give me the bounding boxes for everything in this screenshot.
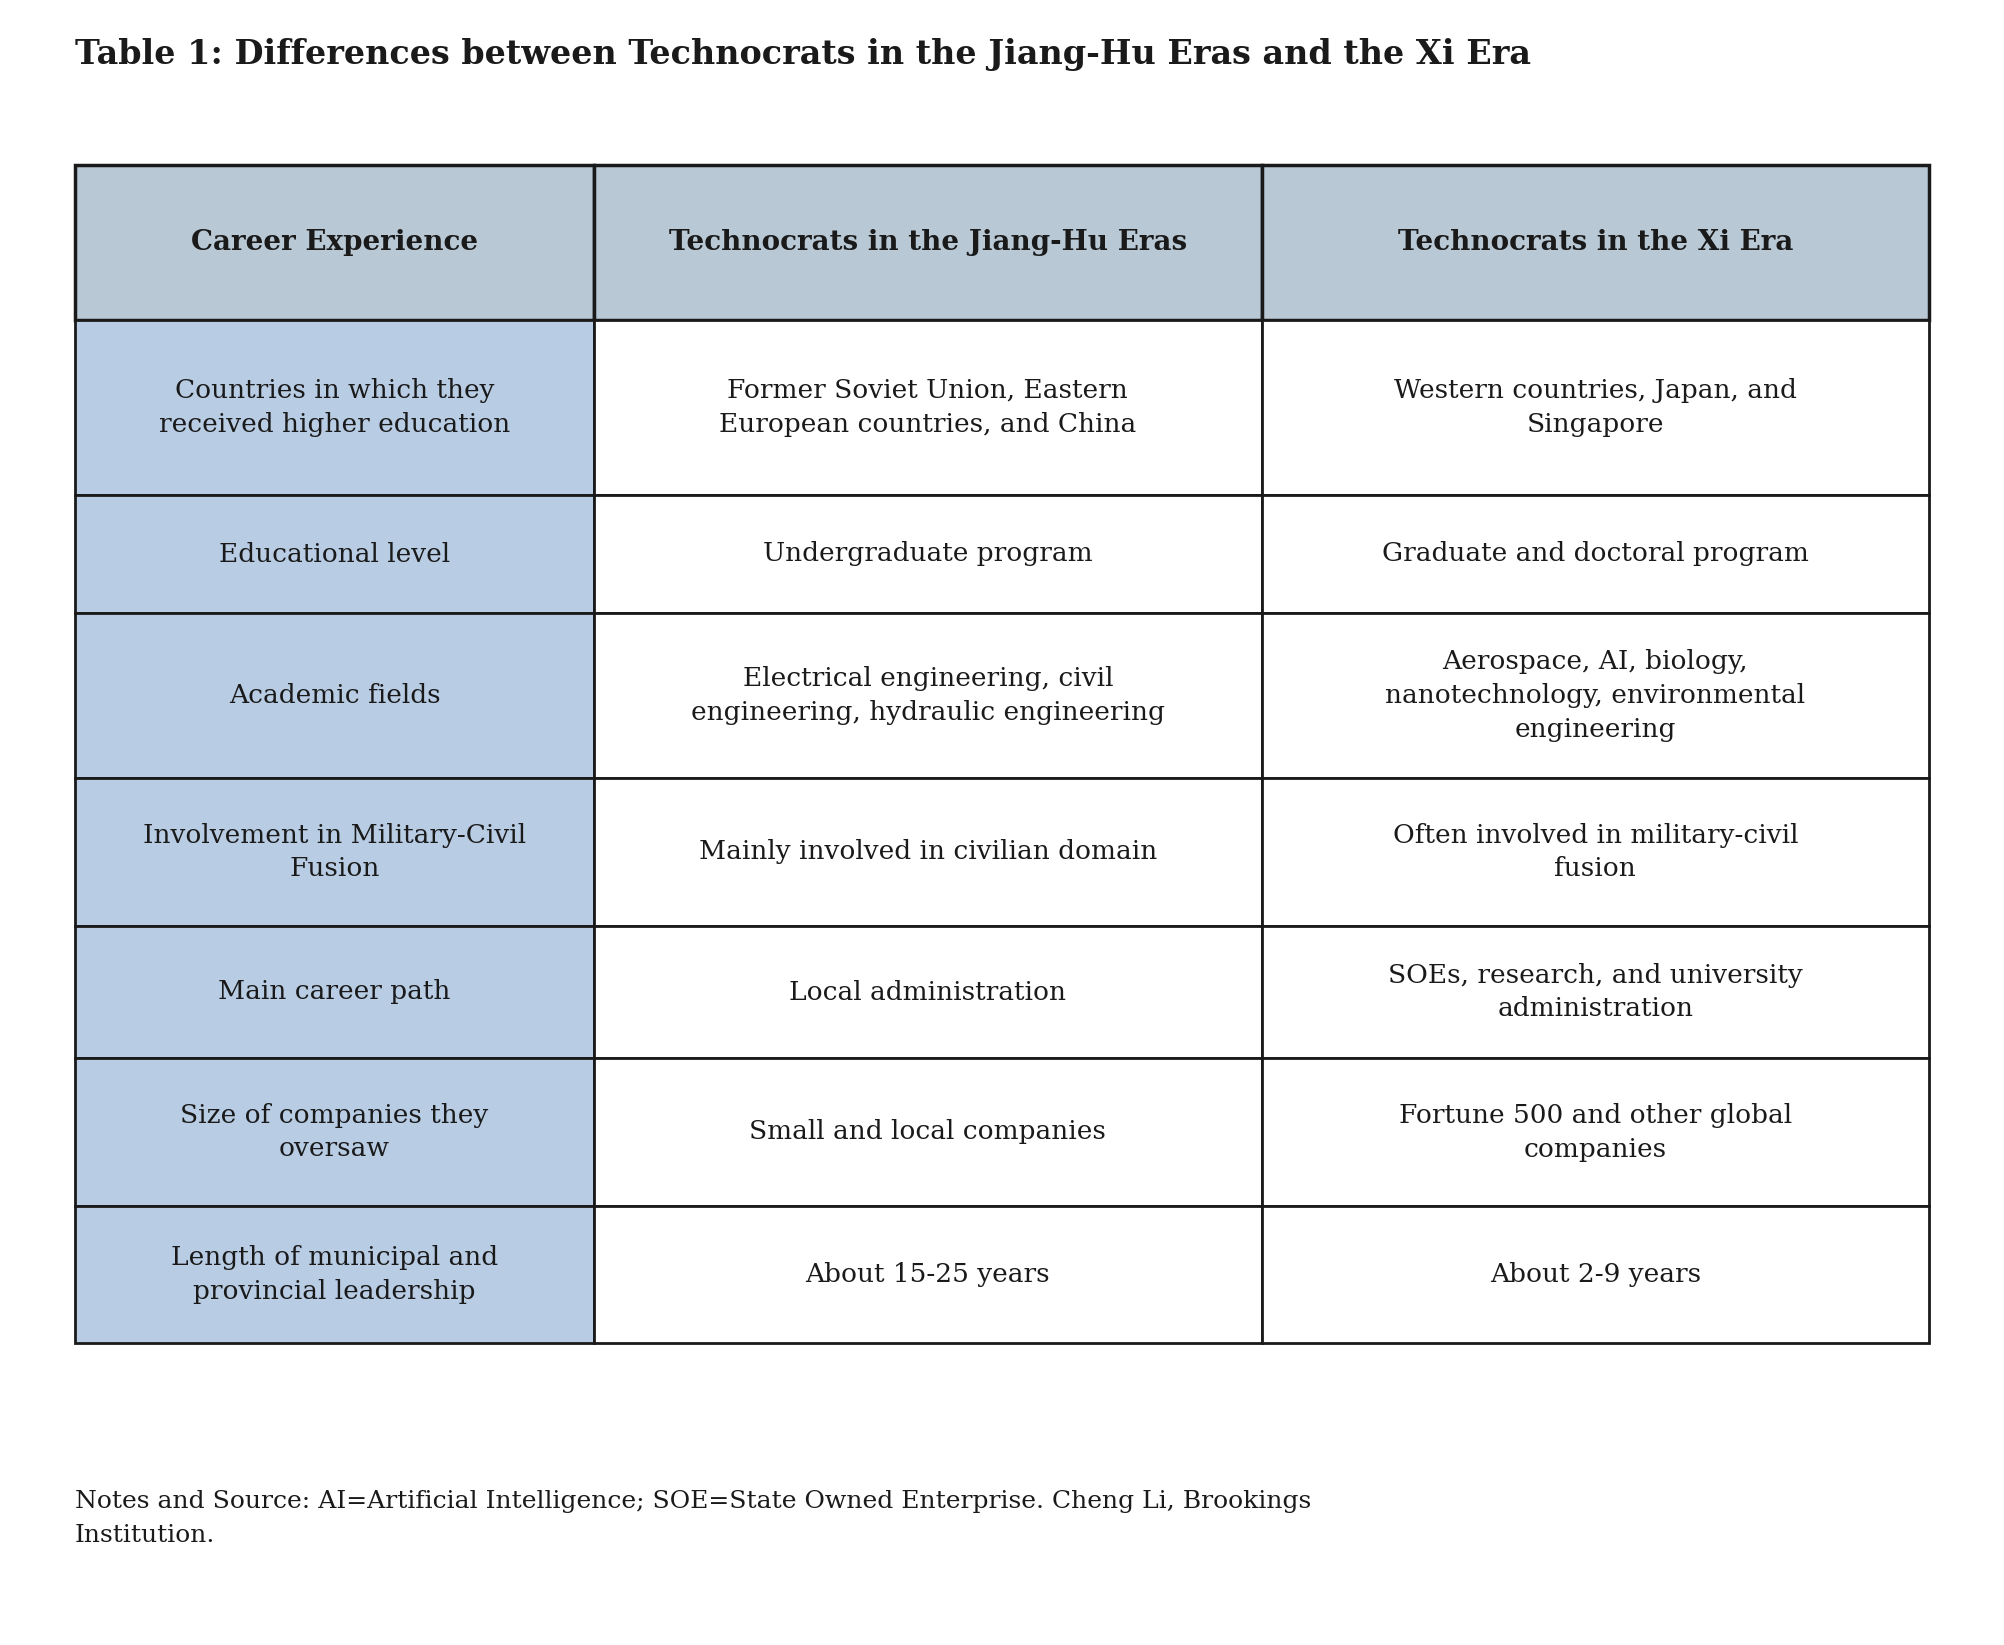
Text: Length of municipal and
provincial leadership: Length of municipal and provincial leade… <box>170 1245 499 1304</box>
Text: Involvement in Military-Civil
Fusion: Involvement in Military-Civil Fusion <box>142 822 527 882</box>
Text: SOEs, research, and university
administration: SOEs, research, and university administr… <box>1389 962 1804 1022</box>
Bar <box>593 164 1263 321</box>
Text: Size of companies they
oversaw: Size of companies they oversaw <box>180 1102 489 1161</box>
Text: Technocrats in the Jiang-Hu Eras: Technocrats in the Jiang-Hu Eras <box>669 229 1186 257</box>
Bar <box>74 164 593 321</box>
Text: Educational level: Educational level <box>218 541 451 566</box>
Text: Aerospace, AI, biology,
nanotechnology, environmental
engineering: Aerospace, AI, biology, nanotechnology, … <box>1385 650 1806 742</box>
Bar <box>74 926 593 1058</box>
Text: Former Soviet Union, Eastern
European countries, and China: Former Soviet Union, Eastern European co… <box>719 378 1136 438</box>
Text: Countries in which they
received higher education: Countries in which they received higher … <box>158 378 511 438</box>
Text: Undergraduate program: Undergraduate program <box>764 541 1092 566</box>
Bar <box>593 614 1263 778</box>
Text: Table 1: Differences between Technocrats in the Jiang-Hu Eras and the Xi Era: Table 1: Differences between Technocrats… <box>74 38 1531 71</box>
Text: Small and local companies: Small and local companies <box>749 1120 1106 1145</box>
Text: About 15-25 years: About 15-25 years <box>806 1262 1050 1286</box>
Bar <box>593 1058 1263 1206</box>
Text: Career Experience: Career Experience <box>190 229 479 257</box>
Bar <box>1263 1058 1930 1206</box>
Bar <box>74 321 593 495</box>
Text: Main career path: Main career path <box>218 979 451 1005</box>
Text: Mainly involved in civilian domain: Mainly involved in civilian domain <box>699 839 1156 865</box>
Bar <box>74 1058 593 1206</box>
Bar <box>74 614 593 778</box>
Bar <box>1263 495 1930 614</box>
Text: Electrical engineering, civil
engineering, hydraulic engineering: Electrical engineering, civil engineerin… <box>691 666 1164 725</box>
Text: Technocrats in the Xi Era: Technocrats in the Xi Era <box>1397 229 1794 257</box>
Text: Academic fields: Academic fields <box>228 683 441 707</box>
Bar <box>593 495 1263 614</box>
Bar <box>1263 321 1930 495</box>
Bar <box>1263 926 1930 1058</box>
Text: About 2-9 years: About 2-9 years <box>1489 1262 1701 1286</box>
Bar <box>1263 164 1930 321</box>
Bar <box>74 778 593 926</box>
Bar <box>1263 1206 1930 1342</box>
Text: Graduate and doctoral program: Graduate and doctoral program <box>1383 541 1810 566</box>
Bar <box>593 926 1263 1058</box>
Bar <box>1263 614 1930 778</box>
Bar <box>74 1206 593 1342</box>
Bar <box>593 321 1263 495</box>
Bar <box>593 1206 1263 1342</box>
Bar <box>74 495 593 614</box>
Text: Western countries, Japan, and
Singapore: Western countries, Japan, and Singapore <box>1395 378 1798 438</box>
Bar <box>1263 778 1930 926</box>
Text: Notes and Source: AI=Artificial Intelligence; SOE=State Owned Enterprise. Cheng : Notes and Source: AI=Artificial Intellig… <box>74 1490 1311 1546</box>
Text: Local administration: Local administration <box>790 979 1066 1005</box>
Text: Often involved in military-civil
fusion: Often involved in military-civil fusion <box>1393 822 1798 882</box>
Bar <box>593 778 1263 926</box>
Text: Fortune 500 and other global
companies: Fortune 500 and other global companies <box>1399 1102 1792 1161</box>
